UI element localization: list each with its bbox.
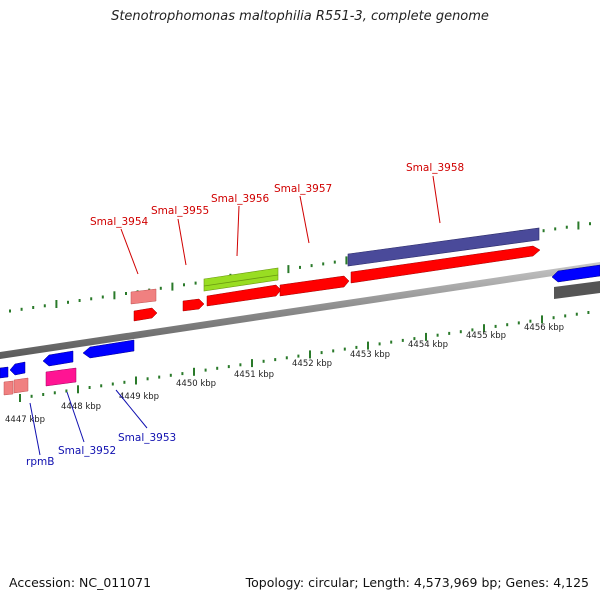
gene-arrow-smal-3958: [350, 245, 541, 284]
scale-label: 4455 kbp: [466, 331, 506, 341]
pseudo-gene-lower: [13, 377, 29, 394]
scale-labels: 4447 kbp 4448 kbp 4449 kbp 4450 kbp 4451…: [5, 323, 564, 425]
lower-scale-track: [19, 311, 590, 402]
rna-feature-smal-3952: [45, 367, 77, 387]
gene-arrow-smal-3954: [133, 307, 158, 322]
label-leader: [115, 389, 148, 429]
gene-label-smal-3957: Smal_3957: [274, 183, 332, 195]
purple-feature: [347, 227, 540, 267]
gray-feature: [554, 281, 600, 299]
gene-label-smal-3952: Smal_3952: [58, 445, 116, 457]
pseudo-gene-lower: [3, 380, 14, 396]
figure-title: Stenotrophomonas maltophilia R551-3, com…: [111, 9, 489, 24]
green-feature: [203, 267, 279, 292]
label-leader: [299, 195, 310, 244]
label-leader: [177, 218, 187, 266]
scale-label: 4456 kbp: [524, 323, 564, 333]
gene-label-smal-3953: Smal_3953: [118, 432, 176, 444]
gene-label-rpmb: rpmB: [26, 456, 54, 468]
label-leader: [432, 175, 441, 224]
genome-stats-text: Topology: circular; Length: 4,573,969 bp…: [245, 575, 589, 590]
gene-arrow-rpmb: [9, 361, 26, 376]
gene-arrow-reverse: [82, 339, 135, 359]
gene-arrow-smal-3955: [182, 298, 205, 312]
genome-backbone: [0, 262, 600, 359]
gene-arrow-smal-3957: [279, 275, 350, 297]
scale-label: 4449 kbp: [119, 392, 159, 402]
gene-arrow-reverse: [42, 350, 74, 367]
label-leader: [120, 228, 139, 275]
scale-label: 4451 kbp: [234, 370, 274, 380]
scale-label: 4453 kbp: [350, 350, 390, 360]
gene-arrow-reverse: [551, 264, 600, 283]
gene-arrow-smal-3956: [206, 284, 282, 307]
label-leader: [29, 402, 41, 456]
scale-label: 4454 kbp: [408, 340, 448, 350]
gene-label-smal-3955: Smal_3955: [151, 205, 209, 217]
accession-text: Accession: NC_011071: [9, 575, 152, 590]
pseudo-gene-upper: [130, 288, 157, 305]
gene-label-smal-3954: Smal_3954: [90, 216, 149, 228]
gene-label-smal-3958: Smal_3958: [406, 162, 464, 174]
scale-label: 4448 kbp: [61, 402, 101, 412]
scale-label: 4447 kbp: [5, 415, 45, 425]
gene-label-smal-3956: Smal_3956: [211, 193, 270, 205]
label-leader: [66, 391, 85, 443]
gene-arrow-reverse: [0, 366, 9, 379]
label-leader: [236, 205, 240, 257]
scale-label: 4450 kbp: [176, 379, 216, 389]
scale-label: 4452 kbp: [292, 359, 332, 369]
